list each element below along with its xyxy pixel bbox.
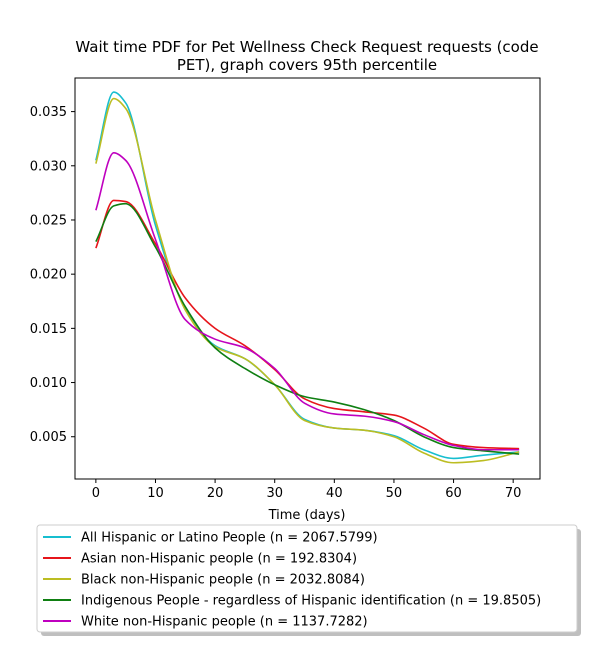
plot-area-frame bbox=[74, 77, 541, 480]
legend: All Hispanic or Latino People (n = 2067.… bbox=[36, 524, 581, 636]
legend-label-3: Black non-Hispanic people (n = 2032.8084… bbox=[81, 573, 365, 588]
x-axis: 0 10 20 30 40 50 60 70 bbox=[92, 479, 522, 501]
legend-label-2: Asian non-Hispanic people (n = 192.8304) bbox=[81, 552, 357, 567]
series-line-5 bbox=[95, 151, 520, 451]
y-tick-label: 0.015 bbox=[30, 322, 67, 337]
y-axis: 0.005 0.010 0.015 0.020 0.025 0.030 0.035 bbox=[30, 105, 75, 445]
y-tick-label: 0.035 bbox=[30, 105, 67, 120]
chart-title-line-2: PET), graph covers 95th percentile bbox=[177, 56, 437, 74]
series-layer bbox=[95, 91, 520, 464]
y-tick-label: 0.030 bbox=[30, 159, 67, 174]
legend-box bbox=[36, 524, 578, 633]
x-tick-label: 10 bbox=[147, 486, 164, 501]
chart-title-line-1: Wait time PDF for Pet Wellness Check Req… bbox=[75, 38, 538, 56]
x-tick-label: 0 bbox=[92, 486, 100, 501]
chart-title: Wait time PDF for Pet Wellness Check Req… bbox=[75, 38, 538, 74]
legend-label-4: Indigenous People - regardless of Hispan… bbox=[81, 594, 541, 609]
y-tick-label: 0.020 bbox=[30, 268, 67, 283]
x-tick-label: 40 bbox=[326, 486, 343, 501]
legend-label-1: All Hispanic or Latino People (n = 2067.… bbox=[81, 531, 378, 546]
series-line-1 bbox=[95, 91, 520, 460]
series-line-3 bbox=[95, 97, 520, 464]
x-tick-label: 60 bbox=[445, 486, 462, 501]
x-tick-label: 20 bbox=[207, 486, 224, 501]
y-tick-label: 0.005 bbox=[30, 430, 67, 445]
legend-label-5: White non-Hispanic people (n = 1137.7282… bbox=[81, 615, 368, 630]
series-line-4 bbox=[95, 202, 520, 455]
x-tick-label: 30 bbox=[266, 486, 283, 501]
x-axis-label: Time (days) bbox=[268, 508, 346, 523]
x-tick-label: 70 bbox=[505, 486, 522, 501]
legend-items: All Hispanic or Latino People (n = 2067.… bbox=[43, 531, 541, 630]
y-tick-label: 0.025 bbox=[30, 213, 67, 228]
y-tick-label: 0.010 bbox=[30, 376, 67, 391]
x-tick-label: 50 bbox=[386, 486, 403, 501]
